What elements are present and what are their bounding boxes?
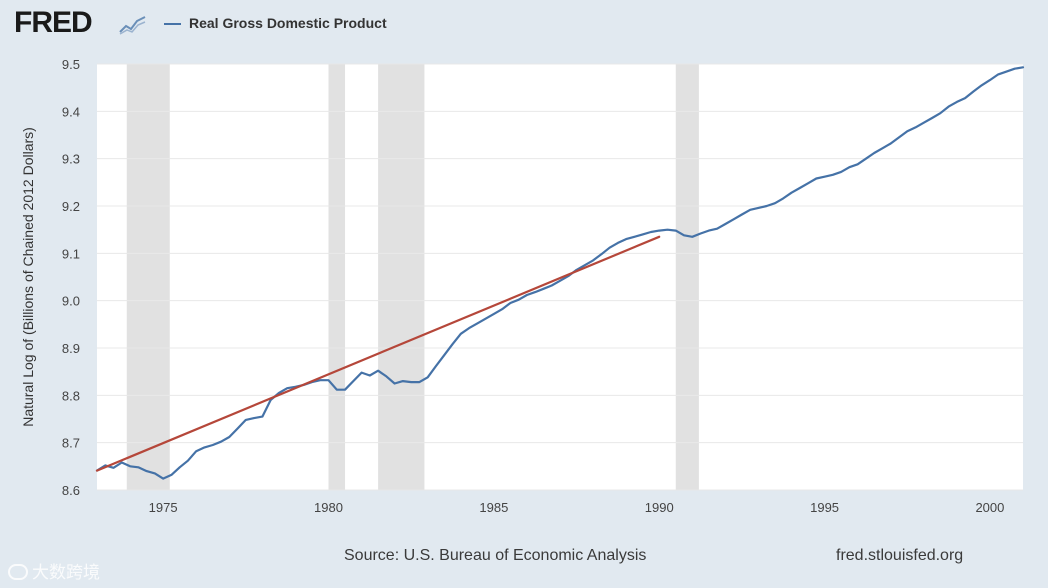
trendline <box>95 235 661 472</box>
x-tick-label: 1980 <box>314 500 343 515</box>
x-tick-label: 1985 <box>479 500 508 515</box>
y-tick-label: 8.6 <box>62 483 80 498</box>
recession-band-3 <box>675 64 699 490</box>
fred-url-link[interactable]: fred.stlouisfed.org <box>836 547 964 564</box>
source-note: Source: U.S. Bureau of Economic Analysis <box>344 547 647 564</box>
watermark: 大数跨境 <box>8 558 100 584</box>
y-tick-label: 8.7 <box>62 436 80 451</box>
y-tick-label: 9.0 <box>62 294 80 309</box>
recession-band-0 <box>126 64 170 490</box>
watermark-text: 大数跨境 <box>32 563 100 582</box>
x-axis-tick-labels: 1975 1980 1985 1990 1995 2000 <box>149 500 1005 515</box>
y-tick-label: 9.2 <box>62 199 80 214</box>
x-tick-label: 2000 <box>975 500 1004 515</box>
gridlines <box>97 63 1023 491</box>
watermark-logo-icon <box>8 564 28 580</box>
y-tick-label: 8.8 <box>62 388 80 403</box>
recession-band-1 <box>328 64 346 490</box>
series-lines <box>95 66 1025 480</box>
fred-logo-graph-icon <box>118 14 148 36</box>
x-tick-label: 1995 <box>810 500 839 515</box>
y-tick-label: 8.9 <box>62 341 80 356</box>
y-tick-label: 9.3 <box>62 152 80 167</box>
y-axis-label: Natural Log of (Billions of Chained 2012… <box>20 127 36 427</box>
y-tick-label: 9.5 <box>62 57 80 72</box>
y-tick-label: 9.1 <box>62 246 80 261</box>
y-tick-label: 9.4 <box>62 104 80 119</box>
chart-header: FRED Real Gross Domestic Product <box>0 0 1048 50</box>
x-tick-label: 1975 <box>149 500 178 515</box>
legend-swatch <box>164 23 181 25</box>
recession-bands <box>126 64 699 490</box>
series-line-gdp <box>95 66 1025 480</box>
x-tick-label: 1990 <box>645 500 674 515</box>
y-axis-tick-labels: 8.6 8.7 8.8 8.9 9.0 9.1 9.2 9.3 9.4 9.5 <box>62 57 80 498</box>
fred-logo[interactable]: FRED <box>14 6 93 39</box>
chart: 8.68.78.88.99.09.19.29.39.49.5 1975 1980 1… <box>20 57 1025 515</box>
recession-band-2 <box>378 64 425 490</box>
legend-label: Real Gross Domestic Product <box>189 15 387 31</box>
